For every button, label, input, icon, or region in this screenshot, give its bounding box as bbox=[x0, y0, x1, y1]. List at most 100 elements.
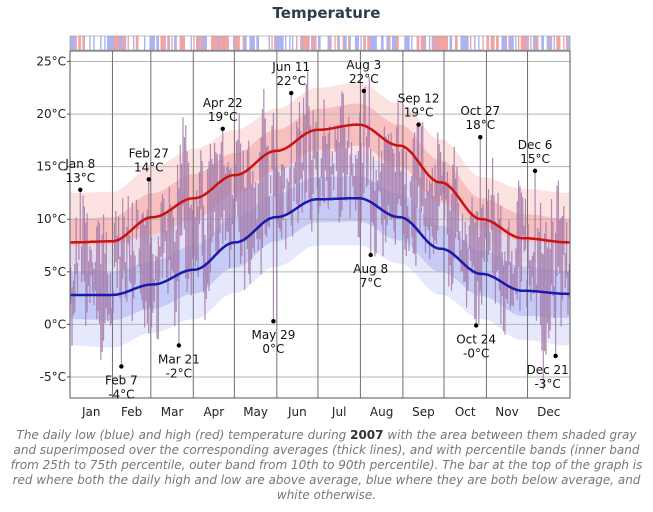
status-day bbox=[413, 36, 416, 50]
status-day bbox=[530, 36, 532, 50]
daily-range-bar bbox=[398, 151, 401, 199]
daily-range-bar bbox=[564, 253, 566, 288]
status-day bbox=[216, 36, 219, 50]
average-lines bbox=[70, 123, 570, 297]
status-day bbox=[461, 36, 464, 50]
daily-range-bar bbox=[408, 216, 410, 251]
status-day bbox=[493, 36, 495, 50]
status-day bbox=[476, 36, 479, 50]
daily-range-bar bbox=[494, 220, 496, 304]
status-day bbox=[274, 36, 276, 50]
daily-range-bar bbox=[356, 159, 358, 201]
status-day bbox=[267, 36, 269, 50]
status-day bbox=[526, 36, 528, 50]
status-day bbox=[500, 36, 502, 50]
status-day bbox=[408, 36, 410, 50]
status-day bbox=[137, 36, 139, 50]
status-day bbox=[450, 36, 453, 50]
status-day bbox=[87, 36, 90, 50]
daily-range-bar bbox=[274, 148, 276, 197]
daily-range-bar bbox=[160, 202, 162, 257]
daily-range-bar bbox=[513, 268, 516, 290]
status-day bbox=[487, 36, 490, 50]
daily-range-bar bbox=[76, 262, 79, 294]
status-day bbox=[102, 36, 105, 50]
status-day bbox=[482, 36, 484, 50]
status-day bbox=[431, 36, 434, 50]
status-day bbox=[406, 36, 409, 50]
daily-range-bar bbox=[211, 158, 213, 243]
daily-range-bar bbox=[124, 262, 127, 298]
x-axis: Jan Feb Mar Apr May Jun Jul Aug Sep Oct Nov Dec bbox=[81, 405, 560, 419]
daily-range-bar bbox=[289, 167, 291, 214]
status-day bbox=[309, 36, 312, 50]
daily-range-bar bbox=[545, 222, 547, 355]
daily-range-bar bbox=[548, 241, 550, 339]
chart-caption: The daily low (blue) and high (red) temp… bbox=[8, 428, 645, 503]
status-day bbox=[311, 36, 313, 50]
daily-range-bar bbox=[385, 136, 387, 243]
daily-range-bar bbox=[450, 194, 453, 291]
daily-range-bar bbox=[234, 164, 236, 218]
status-day bbox=[326, 36, 328, 50]
status-day bbox=[237, 36, 239, 50]
daily-range-bar bbox=[215, 152, 217, 252]
daily-range-bar bbox=[372, 156, 375, 225]
status-day bbox=[322, 36, 324, 50]
daily-range-bar bbox=[228, 169, 231, 269]
status-day bbox=[219, 36, 221, 50]
daily-range-bar bbox=[409, 181, 412, 198]
status-day bbox=[424, 36, 427, 50]
status-day bbox=[276, 36, 279, 50]
daily-range-bar bbox=[323, 99, 325, 203]
daily-range-bar bbox=[208, 161, 210, 292]
daily-range-bar bbox=[113, 222, 116, 268]
daily-range-bar bbox=[360, 143, 362, 223]
daily-range-bar bbox=[357, 150, 359, 238]
status-day bbox=[254, 36, 257, 50]
status-day bbox=[383, 36, 386, 50]
annotation: Dec 615°C bbox=[518, 138, 552, 174]
status-day bbox=[189, 36, 191, 50]
daily-range-bar bbox=[278, 171, 280, 229]
status-day bbox=[361, 36, 364, 50]
status-day bbox=[230, 36, 232, 50]
status-day bbox=[198, 36, 201, 50]
status-day bbox=[375, 36, 378, 50]
daily-range-bar bbox=[386, 142, 388, 226]
daily-range-bar bbox=[364, 86, 366, 126]
status-day bbox=[485, 36, 487, 50]
status-day bbox=[338, 36, 341, 50]
status-day bbox=[168, 36, 171, 50]
daily-range-bar bbox=[181, 163, 183, 236]
status-day bbox=[419, 36, 421, 50]
daily-range-bar bbox=[383, 126, 385, 220]
daily-range-bar bbox=[444, 161, 446, 218]
daily-range-bar bbox=[104, 253, 106, 324]
status-day bbox=[161, 36, 164, 50]
status-day bbox=[74, 36, 76, 50]
status-day bbox=[378, 36, 380, 50]
status-day bbox=[416, 36, 419, 50]
daily-range-bar bbox=[176, 164, 179, 282]
daily-range-bar bbox=[501, 252, 503, 297]
daily-range-bar bbox=[455, 178, 457, 239]
daily-range-bar bbox=[352, 163, 354, 187]
daily-range-bar bbox=[379, 171, 381, 193]
status-day bbox=[464, 36, 467, 50]
daily-range-bar bbox=[500, 205, 502, 325]
status-day bbox=[253, 36, 256, 50]
status-day bbox=[138, 36, 141, 50]
daily-range-bar bbox=[324, 136, 327, 171]
status-day bbox=[397, 36, 399, 50]
status-day bbox=[234, 36, 236, 50]
status-day bbox=[130, 36, 132, 50]
status-day bbox=[527, 36, 530, 50]
status-day bbox=[405, 36, 408, 50]
status-day bbox=[191, 36, 194, 50]
daily-range-bar bbox=[246, 150, 249, 250]
status-day bbox=[553, 36, 556, 50]
daily-range-bar bbox=[86, 213, 88, 313]
